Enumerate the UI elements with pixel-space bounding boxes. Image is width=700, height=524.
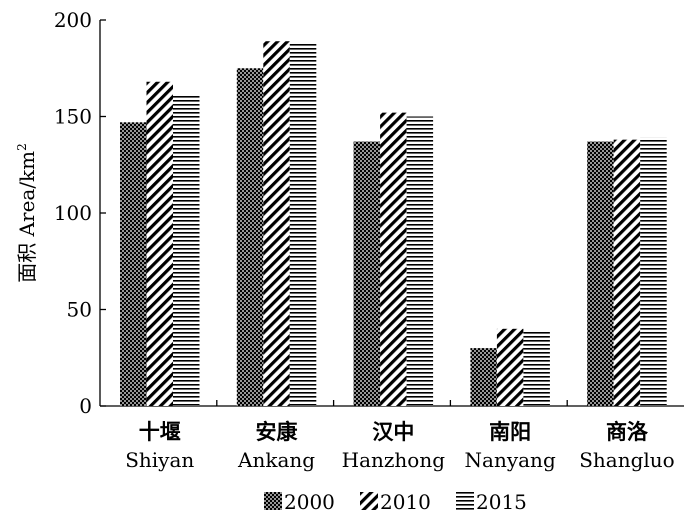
legend-label: 2015 <box>476 490 527 514</box>
y-tick-label: 0 <box>79 394 92 418</box>
bar-2010-nanyang <box>496 328 524 406</box>
category-label-en: Nanyang <box>465 448 556 472</box>
y-tick-label: 100 <box>54 201 92 225</box>
bar-2000-ankang <box>236 68 264 406</box>
bar-2010-hanzhong <box>380 112 407 406</box>
bar-2015-nanyang <box>523 330 550 406</box>
bar-2015-ankang <box>289 43 317 406</box>
bar-2010-ankang <box>263 41 290 406</box>
bar-2010-shangluo <box>613 139 641 406</box>
bar-2015-shiyan <box>173 95 200 407</box>
bar-2000-nanyang <box>470 348 497 406</box>
bar-2000-shiyan <box>120 122 147 406</box>
category-labels: 十堰 Shiyan 安康 Ankang 汉中 Hanzhong 南阳 Nanyang 商洛 Sha… <box>125 419 675 472</box>
legend-swatch-2015 <box>456 492 474 510</box>
legend-label: 2010 <box>380 490 431 514</box>
category-label-en: Hanzhong <box>342 448 446 472</box>
category-label-cn: 安康 <box>256 419 299 444</box>
y-axis-title: 面积 Area/km2 <box>15 143 39 283</box>
category-label-cn: 南阳 <box>489 419 531 444</box>
legend-swatch-2010 <box>360 492 378 510</box>
y-axis-title-superscript: 2 <box>15 143 29 151</box>
y-tick-label: 200 <box>54 8 92 32</box>
bar-2000-shangluo <box>587 141 614 406</box>
bar-2000-hanzhong <box>353 141 381 406</box>
bars <box>120 41 667 407</box>
category-label-cn: 商洛 <box>606 419 649 444</box>
category-label-en: Shangluo <box>579 448 675 472</box>
category-label-cn: 汉中 <box>372 419 414 444</box>
legend-label: 2000 <box>284 490 335 514</box>
category-label-en: Shiyan <box>125 448 194 472</box>
category-label-en: Ankang <box>237 448 315 472</box>
bar-2015-shangluo <box>640 137 667 407</box>
bar-2010-shiyan <box>146 81 173 406</box>
legend-swatch-2000 <box>264 492 282 510</box>
y-axis: 0 50 100 150 200 <box>54 8 106 418</box>
bar-2015-hanzhong <box>406 116 434 406</box>
category-label-cn: 十堰 <box>139 419 181 444</box>
y-tick-label: 150 <box>54 105 92 129</box>
legend: 2000 2010 2015 <box>264 490 527 514</box>
y-tick-label: 50 <box>67 298 92 322</box>
